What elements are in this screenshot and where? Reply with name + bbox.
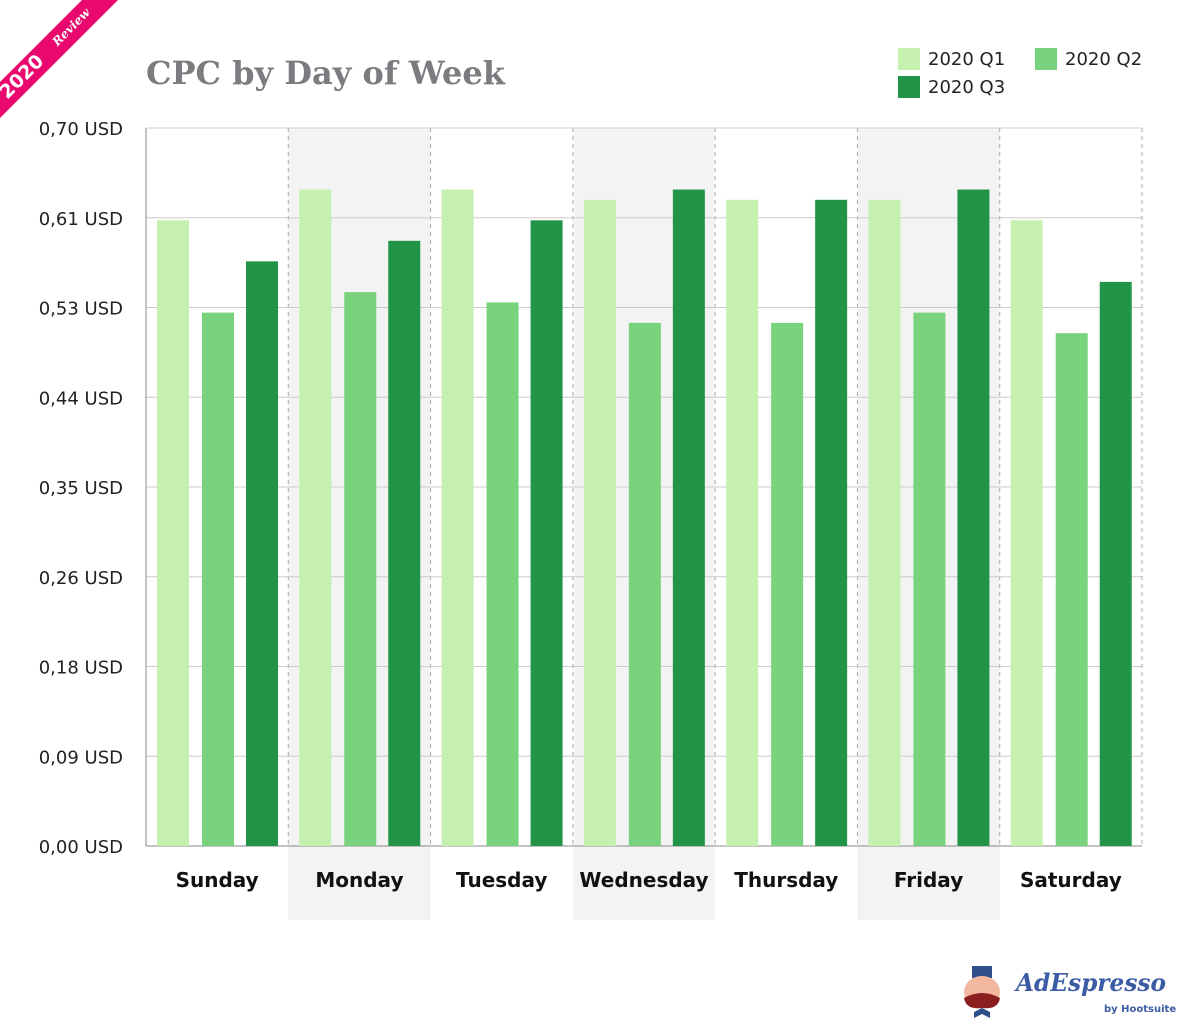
legend-label: 2020 Q3 — [928, 76, 1006, 98]
bar-2020-q1 — [441, 189, 474, 847]
bar-2020-q3 — [1099, 281, 1132, 846]
legend-label: 2020 Q2 — [1065, 48, 1143, 70]
x-tick-label: Thursday — [734, 868, 838, 892]
x-tick-label: Friday — [894, 868, 963, 892]
bar-2020-q2 — [771, 322, 804, 846]
bar-2020-q3 — [530, 220, 563, 847]
bar-2020-q2 — [1055, 333, 1088, 847]
y-tick-label: 0,35 USD — [39, 478, 123, 499]
bar-2020-q1 — [868, 199, 901, 847]
y-tick-label: 0,00 USD — [39, 837, 123, 858]
y-tick-label: 0,53 USD — [39, 299, 123, 320]
y-tick-label: 0,09 USD — [39, 747, 123, 768]
y-tick-label: 0,26 USD — [39, 568, 123, 589]
bar-2020-q2 — [202, 312, 234, 847]
x-tick-label: Wednesday — [579, 868, 708, 892]
bar-2020-q3 — [388, 240, 421, 847]
y-tick-label: 0,70 USD — [39, 119, 123, 140]
bar-2020-q1 — [299, 189, 332, 847]
bar-2020-q3 — [957, 189, 990, 847]
bar-2020-q1 — [1010, 220, 1043, 847]
bar-2020-q3 — [672, 189, 705, 847]
y-tick-label: 0,44 USD — [39, 388, 123, 409]
bar-2020-q1 — [726, 199, 759, 847]
legend-swatch — [898, 48, 920, 70]
x-tick-label: Sunday — [176, 868, 259, 892]
bar-2020-q3 — [246, 261, 278, 846]
legend-item-q2[interactable]: 2020 Q2 — [1035, 48, 1142, 70]
chart-title: CPC by Day of Week — [146, 54, 505, 92]
bar-2020-q2 — [628, 322, 661, 846]
legend-label: 2020 Q1 — [928, 48, 1006, 70]
x-tick-label: Monday — [315, 868, 403, 892]
legend-item-q1[interactable]: 2020 Q1 — [898, 48, 1005, 70]
bar-2020-q3 — [815, 199, 848, 847]
x-tick-label: Tuesday — [456, 868, 547, 892]
adespresso-logo: AdEspresso by Hootsuite — [964, 966, 1176, 1018]
legend-swatch — [898, 76, 920, 98]
bar-2020-q2 — [913, 312, 946, 847]
y-tick-label: 0,61 USD — [39, 209, 123, 230]
logo-sub: by Hootsuite — [1104, 1004, 1176, 1015]
mascot-icon — [964, 966, 1000, 1018]
bar-2020-q2 — [344, 292, 377, 847]
legend-item-q3[interactable]: 2020 Q3 — [898, 76, 1005, 98]
logo-brand: AdEspresso — [1014, 968, 1166, 997]
y-tick-label: 0,18 USD — [39, 658, 123, 679]
bar-2020-q1 — [157, 220, 189, 847]
bar-2020-q2 — [486, 302, 519, 846]
year-badge: 2020 Review — [0, 0, 118, 118]
bar-2020-q1 — [583, 199, 616, 847]
legend-swatch — [1035, 48, 1057, 70]
x-tick-label: Saturday — [1020, 868, 1122, 892]
